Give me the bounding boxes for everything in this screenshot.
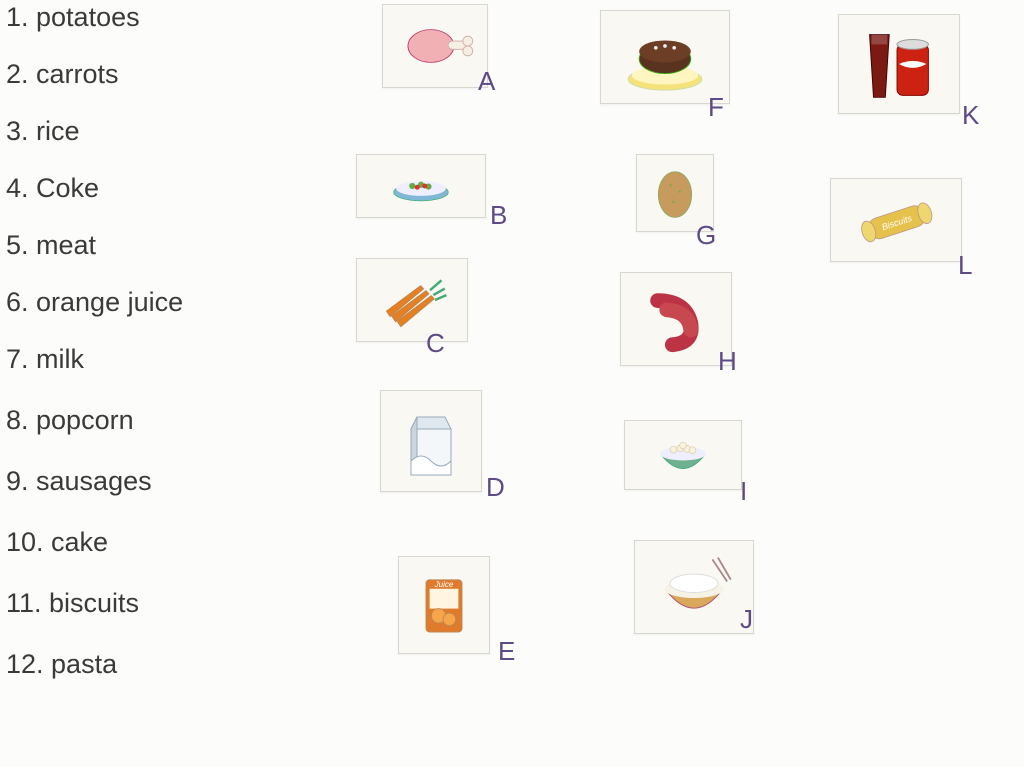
word-list: 1. potatoes 2. carrots 3. rice 4. Coke 5… bbox=[6, 4, 183, 712]
picture-letter: A bbox=[478, 66, 495, 97]
biscuits-pack-image: Biscuits bbox=[830, 178, 962, 262]
list-item: 2. carrots bbox=[6, 61, 183, 88]
picture-letter: J bbox=[740, 604, 753, 635]
picture-letter: L bbox=[958, 250, 972, 281]
svg-text:Juice: Juice bbox=[434, 580, 454, 589]
picture-letter: C bbox=[426, 328, 445, 359]
picture-letter: F bbox=[708, 92, 724, 123]
picture-letter: K bbox=[962, 100, 979, 131]
salad-pasta-image bbox=[356, 154, 486, 218]
list-item: 10. cake bbox=[6, 529, 183, 556]
list-item: 1. potatoes bbox=[6, 4, 183, 31]
picture-letter: H bbox=[718, 346, 737, 377]
list-item: 11. biscuits bbox=[6, 590, 183, 617]
picture-letter: D bbox=[486, 472, 505, 503]
picture-letter: E bbox=[498, 636, 515, 667]
list-item: 6. orange juice bbox=[6, 289, 183, 316]
rice-bowl-image bbox=[634, 540, 754, 634]
picture-letter: G bbox=[696, 220, 716, 251]
list-item: 9. sausages bbox=[6, 468, 183, 495]
list-item: 8. popcorn bbox=[6, 407, 183, 434]
ham-meat-image bbox=[382, 4, 488, 88]
list-item: 3. rice bbox=[6, 118, 183, 145]
list-item: 5. meat bbox=[6, 232, 183, 259]
popcorn-bowl-image bbox=[624, 420, 742, 490]
milk-carton-image bbox=[380, 390, 482, 492]
sausages-image bbox=[620, 272, 732, 366]
list-item: 7. milk bbox=[6, 346, 183, 373]
carrots-image bbox=[356, 258, 468, 342]
picture-letter: I bbox=[740, 476, 747, 507]
orange-juice-image: Juice bbox=[398, 556, 490, 654]
list-item: 12. pasta bbox=[6, 651, 183, 678]
list-item: 4. Coke bbox=[6, 175, 183, 202]
coke-glass-can-image bbox=[838, 14, 960, 114]
chocolate-cake-image bbox=[600, 10, 730, 104]
picture-letter: B bbox=[490, 200, 507, 231]
